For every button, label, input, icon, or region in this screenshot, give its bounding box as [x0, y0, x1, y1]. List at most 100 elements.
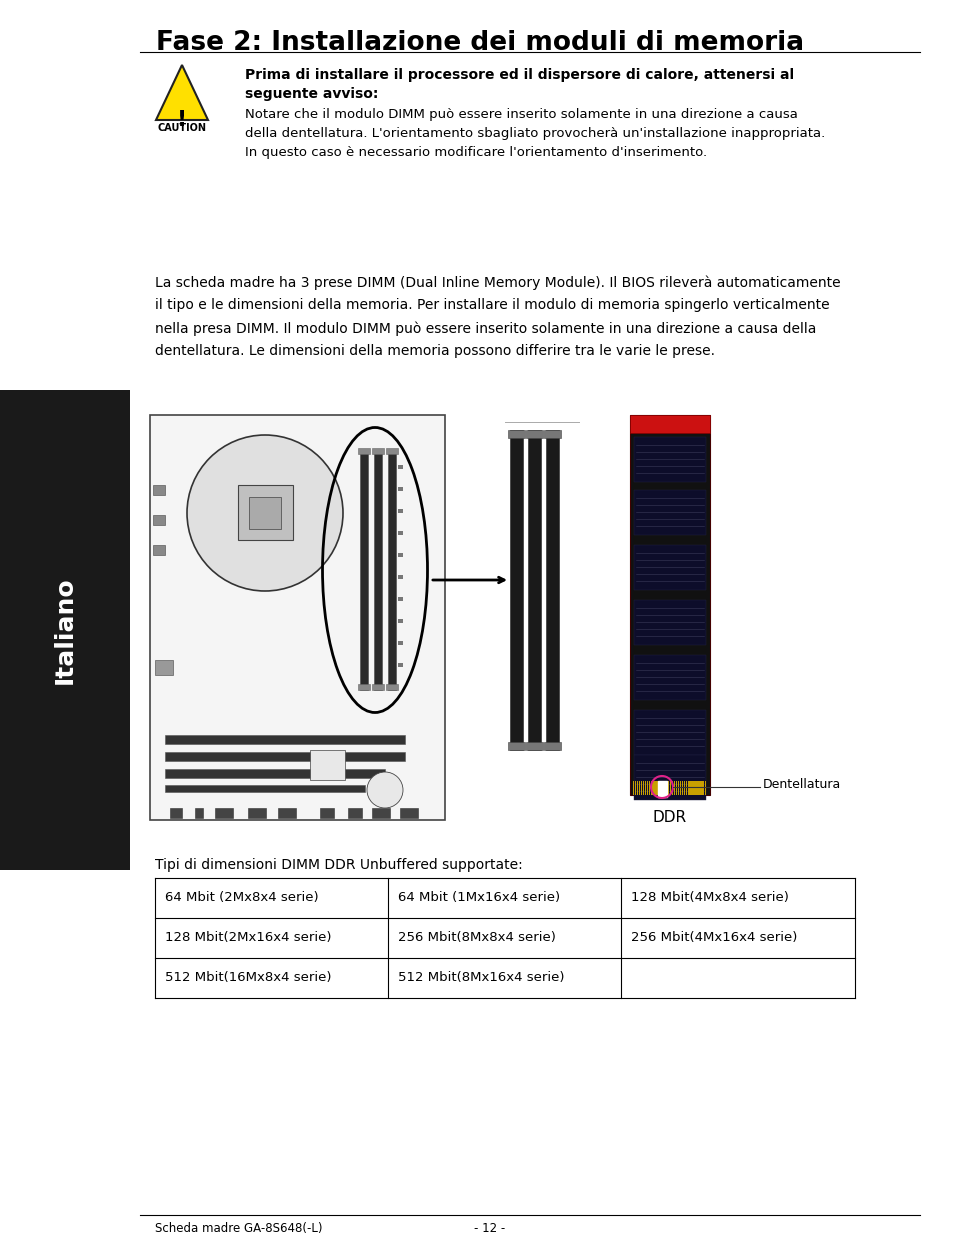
Bar: [635, 781, 636, 795]
Bar: [634, 755, 706, 800]
Bar: [170, 808, 182, 818]
Text: 256 Mbit(8Mx8x4 serie): 256 Mbit(8Mx8x4 serie): [398, 931, 556, 945]
Bar: [508, 430, 525, 438]
Bar: [682, 781, 684, 795]
Bar: [672, 781, 673, 795]
Bar: [248, 808, 266, 818]
Bar: [634, 546, 706, 590]
Bar: [651, 781, 652, 795]
Bar: [165, 769, 385, 777]
Bar: [697, 781, 699, 795]
Bar: [676, 781, 677, 795]
Bar: [153, 515, 165, 525]
Bar: [674, 781, 675, 795]
Text: 64 Mbit (1Mx16x4 serie): 64 Mbit (1Mx16x4 serie): [398, 892, 560, 904]
Text: 128 Mbit(2Mx16x4 serie): 128 Mbit(2Mx16x4 serie): [165, 931, 331, 945]
Bar: [0, 391, 130, 870]
Bar: [372, 684, 384, 689]
Bar: [699, 781, 701, 795]
Bar: [388, 450, 396, 689]
Text: della dentellatura. L'orientamento sbagliato provocherà un'installazione inappro: della dentellatura. L'orientamento sbagl…: [245, 126, 826, 140]
Bar: [705, 781, 707, 795]
Text: In questo caso è necessario modificare l'orientamento d'inserimento.: In questo caso è necessario modificare l…: [245, 146, 708, 159]
Circle shape: [187, 435, 343, 591]
Bar: [645, 781, 646, 795]
Bar: [386, 684, 398, 689]
Circle shape: [367, 773, 403, 808]
Bar: [659, 781, 660, 795]
Bar: [546, 430, 559, 750]
Bar: [544, 742, 561, 750]
Bar: [398, 553, 403, 557]
Bar: [670, 781, 671, 795]
Bar: [634, 655, 706, 701]
Text: il tipo e le dimensioni della memoria. Per installare il modulo di memoria sping: il tipo e le dimensioni della memoria. P…: [155, 298, 829, 312]
Bar: [634, 600, 706, 645]
Bar: [633, 781, 635, 795]
Bar: [685, 781, 687, 795]
Bar: [689, 781, 691, 795]
Bar: [655, 781, 656, 795]
Bar: [165, 735, 405, 744]
Bar: [653, 781, 654, 795]
Bar: [649, 781, 650, 795]
Bar: [153, 546, 165, 556]
Bar: [658, 781, 667, 797]
Bar: [398, 508, 403, 513]
Text: Prima di installare il processore ed il dispersore di calore, attenersi al: Prima di installare il processore ed il …: [245, 68, 794, 82]
Bar: [630, 415, 710, 795]
Bar: [693, 781, 695, 795]
Bar: [668, 781, 669, 795]
Text: 512 Mbit(16Mx8x4 serie): 512 Mbit(16Mx8x4 serie): [165, 971, 331, 985]
Bar: [634, 711, 706, 755]
Bar: [372, 808, 390, 818]
Text: DDR: DDR: [653, 810, 687, 825]
Bar: [238, 485, 293, 539]
Bar: [701, 781, 703, 795]
Bar: [398, 619, 403, 622]
Bar: [638, 781, 640, 795]
Text: Scheda madre GA-8S648(-L): Scheda madre GA-8S648(-L): [155, 1221, 323, 1235]
Text: La scheda madre ha 3 prese DIMM (Dual Inline Memory Module). Il BIOS rileverà au: La scheda madre ha 3 prese DIMM (Dual In…: [155, 275, 841, 289]
Bar: [400, 808, 418, 818]
Text: Notare che il modulo DIMM può essere inserito solamente in una direzione a causa: Notare che il modulo DIMM può essere ins…: [245, 108, 798, 122]
Bar: [510, 430, 523, 750]
Text: Fase 2: Installazione dei moduli di memoria: Fase 2: Installazione dei moduli di memo…: [156, 30, 804, 56]
Text: Italiano: Italiano: [53, 577, 77, 683]
Bar: [630, 415, 710, 433]
Bar: [678, 781, 679, 795]
Bar: [398, 487, 403, 491]
Bar: [657, 781, 658, 795]
Bar: [660, 781, 661, 795]
Bar: [195, 808, 203, 818]
Text: !: !: [177, 110, 187, 130]
Text: 512 Mbit(8Mx16x4 serie): 512 Mbit(8Mx16x4 serie): [398, 971, 564, 985]
Bar: [398, 465, 403, 469]
Bar: [508, 742, 525, 750]
Bar: [249, 497, 281, 529]
Text: 64 Mbit (2Mx8x4 serie): 64 Mbit (2Mx8x4 serie): [165, 892, 319, 904]
Bar: [643, 781, 644, 795]
Bar: [526, 430, 543, 438]
Text: seguente avviso:: seguente avviso:: [245, 87, 378, 100]
Bar: [360, 450, 368, 689]
Bar: [358, 684, 370, 689]
Bar: [398, 641, 403, 645]
Bar: [662, 781, 663, 795]
Bar: [703, 781, 705, 795]
Bar: [278, 808, 296, 818]
Bar: [528, 430, 541, 750]
Bar: [320, 808, 334, 818]
Bar: [150, 415, 445, 820]
Bar: [680, 781, 681, 795]
Bar: [398, 663, 403, 667]
Bar: [398, 575, 403, 579]
Bar: [348, 808, 362, 818]
Bar: [215, 808, 233, 818]
Text: 256 Mbit(4Mx16x4 serie): 256 Mbit(4Mx16x4 serie): [631, 931, 798, 945]
Bar: [153, 485, 165, 495]
Text: CAUTION: CAUTION: [157, 123, 206, 133]
Bar: [398, 596, 403, 601]
Bar: [544, 430, 561, 438]
Bar: [374, 450, 382, 689]
